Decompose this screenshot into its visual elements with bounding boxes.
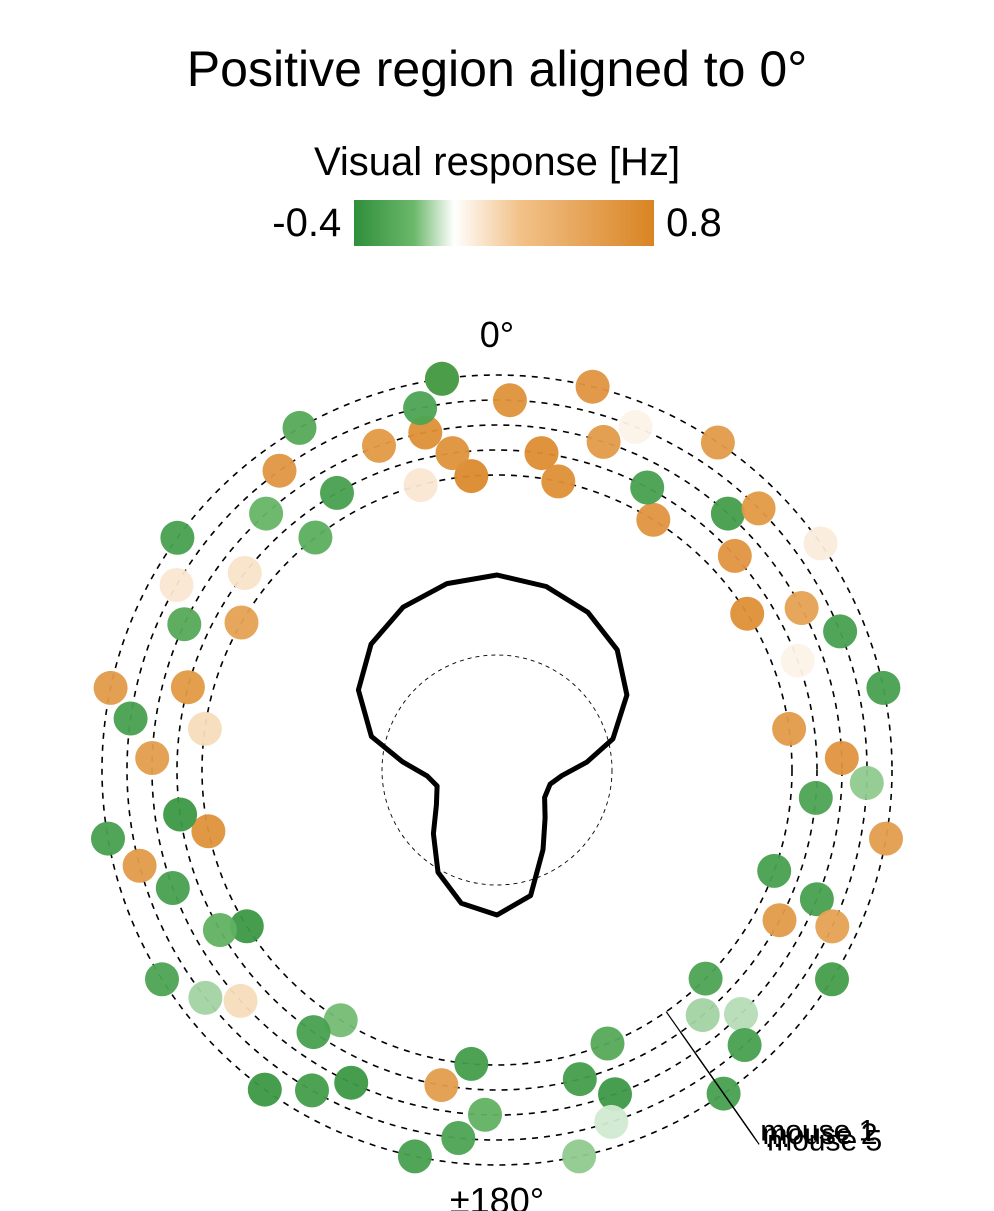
data-marker [334, 1066, 368, 1100]
ring-label: mouse 5 [767, 1124, 882, 1157]
data-marker [468, 1098, 502, 1132]
data-marker [576, 370, 610, 404]
data-marker [203, 913, 237, 947]
data-marker [160, 568, 194, 602]
data-marker [689, 962, 723, 996]
data-marker [785, 591, 819, 625]
data-marker [362, 429, 396, 463]
data-marker [94, 671, 128, 705]
colorbar: -0.4 0.8 [0, 200, 994, 246]
data-marker [825, 741, 859, 775]
data-marker [630, 471, 664, 505]
data-marker [424, 1068, 458, 1102]
data-marker [295, 1073, 329, 1107]
data-marker [757, 854, 791, 888]
data-marker [619, 410, 653, 444]
polar-ring [102, 375, 892, 1165]
data-marker [283, 411, 317, 445]
data-marker [114, 702, 148, 736]
data-marker [398, 1139, 432, 1173]
colorbar-max-label: 0.8 [658, 201, 730, 246]
data-marker [123, 849, 157, 883]
data-marker [804, 526, 838, 560]
data-marker [228, 556, 262, 590]
data-marker [163, 798, 197, 832]
tuning-curve [358, 575, 627, 915]
data-marker [298, 521, 332, 555]
data-marker [850, 766, 884, 800]
data-marker [525, 436, 559, 470]
data-marker [191, 814, 225, 848]
data-marker [815, 962, 849, 996]
data-marker [297, 1015, 331, 1049]
data-marker [156, 871, 190, 905]
data-marker [869, 822, 903, 856]
data-marker [823, 614, 857, 648]
data-marker [425, 362, 459, 396]
data-marker [541, 464, 575, 498]
data-marker [636, 503, 670, 537]
data-marker [454, 1047, 488, 1081]
data-marker [167, 607, 201, 641]
data-marker [436, 436, 470, 470]
data-marker [160, 521, 194, 555]
data-marker [562, 1139, 596, 1173]
data-marker [171, 670, 205, 704]
data-marker [781, 644, 815, 678]
data-marker [728, 1028, 762, 1062]
data-marker [91, 822, 125, 856]
data-marker [701, 426, 735, 460]
data-marker [135, 741, 169, 775]
data-marker [711, 497, 745, 531]
data-marker [249, 497, 283, 531]
colorbar-title: Visual response [Hz] [0, 140, 994, 185]
data-marker [591, 1027, 625, 1061]
data-marker [441, 1121, 475, 1155]
angle-180-label: ±180° [450, 1180, 544, 1211]
data-marker [224, 984, 258, 1018]
data-marker [772, 712, 806, 746]
data-marker [799, 781, 833, 815]
data-marker [145, 962, 179, 996]
data-marker [718, 539, 752, 573]
data-marker [686, 998, 720, 1032]
data-marker [403, 391, 437, 425]
data-marker [587, 425, 621, 459]
data-marker [563, 1062, 597, 1096]
chart-title: Positive region aligned to 0° [0, 40, 994, 98]
data-marker [404, 468, 438, 502]
data-marker [730, 597, 764, 631]
angle-0-label: 0° [480, 314, 514, 355]
data-marker [866, 671, 900, 705]
data-marker [225, 606, 259, 640]
colorbar-gradient [354, 200, 654, 246]
data-marker [724, 997, 758, 1031]
data-marker [742, 491, 776, 525]
data-marker [594, 1105, 628, 1139]
data-marker [248, 1073, 282, 1107]
data-marker [188, 712, 222, 746]
data-marker [263, 454, 297, 488]
data-marker [763, 903, 797, 937]
colorbar-min-label: -0.4 [264, 201, 349, 246]
data-marker [493, 383, 527, 417]
data-marker [815, 909, 849, 943]
data-marker [188, 981, 222, 1015]
data-marker [320, 476, 354, 510]
